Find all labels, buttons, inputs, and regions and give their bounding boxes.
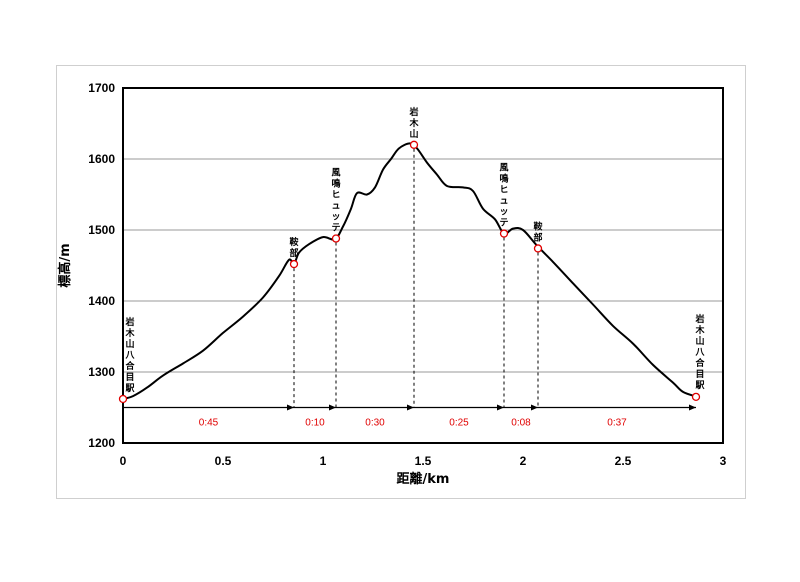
waypoint-markers — [118, 140, 701, 404]
plot-area — [122, 87, 724, 444]
waypoint-label-char: 木 — [694, 324, 705, 336]
waypoint-label-char: 岩 — [124, 316, 134, 328]
waypoint-label-char: 木 — [124, 327, 135, 339]
waypoint-label-char: 山 — [125, 338, 134, 350]
waypoint-label-char: 部 — [533, 231, 542, 243]
waypoint-drop-lines — [293, 148, 539, 408]
waypoint-label-char: 風 — [499, 163, 508, 174]
elevation-profile-line — [122, 142, 698, 400]
waypoint-label-char: 合 — [695, 357, 705, 369]
waypoint-label-char: ヒ — [499, 185, 508, 196]
segment-time-label: 0:45 — [199, 418, 219, 429]
waypoint-label-char: 八 — [124, 350, 135, 361]
y-tick-label: 1700 — [88, 81, 115, 95]
segment-time-label: 0:37 — [607, 418, 627, 429]
waypoint-marker — [691, 392, 701, 402]
waypoint-label-char: 岩 — [694, 313, 704, 325]
waypoint-label-char: ヒ — [331, 190, 340, 201]
chart-paper — [56, 65, 746, 499]
waypoint-label-char: 鳴 — [499, 173, 508, 185]
waypoint-label-char: ュ — [331, 202, 340, 212]
waypoint-label: 風鳴ヒュッテ — [499, 163, 508, 229]
waypoint-label-char: テ — [499, 218, 508, 229]
x-tick-label: 1 — [320, 454, 327, 468]
waypoint-label: 岩木山八合目駅 — [124, 316, 135, 394]
waypoint-label-char: 駅 — [125, 383, 135, 394]
waypoint-label-char: 鞍 — [289, 236, 298, 248]
waypoint-label-char: 目 — [695, 369, 704, 380]
waypoint-label-char: 八 — [694, 347, 705, 358]
waypoint-label-char: 鳴 — [331, 178, 340, 190]
y-tick-label: 1400 — [88, 294, 115, 308]
segment-time-label: 0:08 — [511, 418, 531, 429]
waypoint-label-char: 山 — [409, 128, 418, 140]
waypoint-label-char: 風 — [331, 168, 340, 179]
waypoint-marker — [289, 259, 299, 269]
waypoint-marker — [118, 394, 128, 404]
y-tick-label: 1300 — [88, 365, 115, 379]
waypoint-marker — [499, 229, 509, 238]
waypoint-label: 鞍部 — [533, 220, 542, 243]
waypoint-label-char: テ — [331, 223, 340, 234]
waypoint-label-char: 木 — [408, 117, 419, 129]
waypoint-label-char: 駅 — [695, 380, 705, 391]
segment-time-label: 0:30 — [365, 418, 385, 429]
waypoint-label: 岩木山 — [408, 106, 419, 140]
segment-time-labels: 0:45 0:10 0:30 0:25 0:08 0:37 — [199, 418, 627, 429]
x-tick-label: 1.5 — [415, 454, 432, 468]
x-tick-labels: 0 0.5 1 1.5 2 2.5 3 — [120, 454, 727, 468]
segment-time-label: 0:10 — [305, 418, 325, 429]
waypoint-label: 風鳴ヒュッテ — [331, 168, 340, 234]
waypoint-marker — [409, 140, 419, 149]
waypoint-marker — [331, 234, 341, 243]
y-tick-label: 1200 — [88, 436, 115, 450]
y-tick-label: 1500 — [88, 223, 115, 237]
waypoint-label-char: 鞍 — [533, 220, 542, 232]
x-tick-label: 0 — [120, 454, 127, 468]
gridlines — [123, 158, 723, 373]
waypoint-label-char: ッ — [331, 213, 340, 223]
waypoint-label-char: 山 — [695, 335, 704, 347]
waypoint-label-char: 合 — [125, 360, 135, 372]
x-axis-label: 距離/km — [397, 471, 450, 487]
x-tick-label: 2.5 — [615, 454, 632, 468]
waypoint-label: 鞍部 — [289, 236, 298, 259]
waypoint-label-char: 岩 — [408, 106, 418, 118]
x-tick-label: 2 — [520, 454, 527, 468]
waypoint-label: 岩木山八合目駅 — [694, 313, 705, 391]
waypoint-label-char: 部 — [289, 247, 298, 259]
y-tick-label: 1600 — [88, 152, 115, 166]
x-tick-label: 0.5 — [215, 454, 232, 468]
x-tick-label: 3 — [720, 454, 727, 468]
y-axis-label: 標高/m — [57, 243, 73, 287]
waypoint-label-char: ッ — [499, 208, 508, 218]
segment-time-label: 0:25 — [449, 418, 469, 429]
waypoint-label-char: ュ — [499, 197, 508, 207]
y-tick-labels: 1200 1300 1400 1500 1600 1700 — [88, 81, 115, 450]
waypoint-marker — [533, 244, 543, 253]
waypoint-label-char: 目 — [125, 372, 134, 383]
